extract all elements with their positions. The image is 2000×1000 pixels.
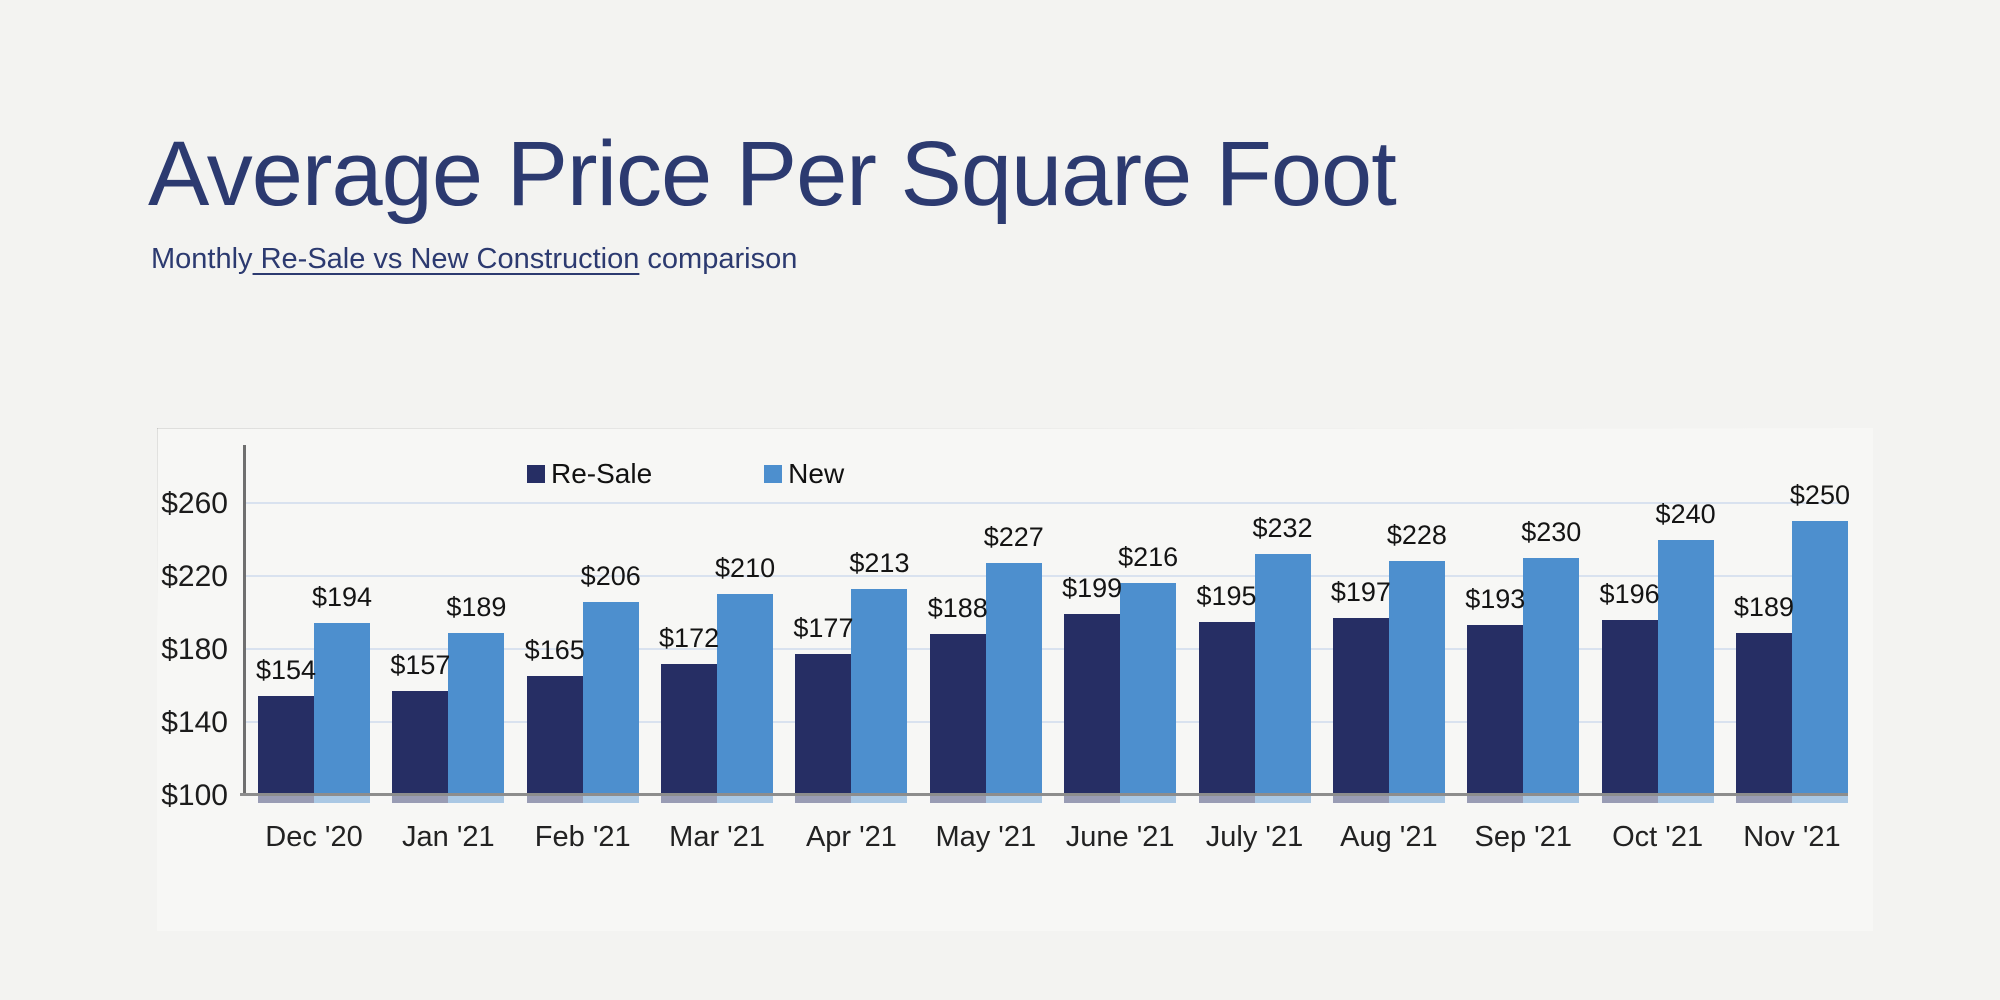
x-label-9: Sep '21 xyxy=(1474,821,1572,853)
x-label-5: May '21 xyxy=(935,821,1037,853)
bar-value-re-sale-11: $189 xyxy=(1733,591,1794,622)
x-axis-line xyxy=(240,793,1848,796)
bar-new-1 xyxy=(448,632,505,803)
bar-value-re-sale-0: $154 xyxy=(255,655,317,686)
legend-item-new: New xyxy=(764,458,844,490)
bar-re-sale-5 xyxy=(929,634,986,803)
bar-value-re-sale-9: $193 xyxy=(1465,584,1526,615)
bar-value-re-sale-3: $172 xyxy=(659,622,720,653)
bar-value-new-6: $216 xyxy=(1118,542,1179,573)
page-title: Average Price Per Square Foot xyxy=(148,123,1397,225)
bar-re-sale-3 xyxy=(661,663,718,803)
x-label-0: Dec '20 xyxy=(265,821,363,853)
bar-value-new-5: $227 xyxy=(983,522,1044,553)
y-tick-140: $140 xyxy=(161,706,228,739)
bar-value-re-sale-1: $157 xyxy=(390,649,451,680)
bar-re-sale-6 xyxy=(1064,614,1121,803)
page-subtitle: Monthly Re-Sale vs New Construction comp… xyxy=(151,243,797,276)
bar-re-sale-1 xyxy=(392,690,449,803)
y-tick-220: $220 xyxy=(161,560,228,593)
subtitle-suffix: comparison xyxy=(639,243,798,275)
bar-value-new-0: $194 xyxy=(311,582,373,613)
bar-value-new-4: $213 xyxy=(849,547,910,578)
x-label-7: July '21 xyxy=(1205,821,1304,853)
subtitle-prefix: Monthly xyxy=(151,243,253,275)
bar-new-3 xyxy=(717,594,774,803)
bar-re-sale-2 xyxy=(526,676,583,803)
subtitle-link[interactable]: Re-Sale vs New Construction xyxy=(252,243,640,275)
bar-re-sale-7 xyxy=(1198,621,1255,803)
y-tick-100: $100 xyxy=(161,779,228,812)
bar-new-7 xyxy=(1254,554,1311,803)
bar-value-new-7: $232 xyxy=(1252,513,1313,544)
bar-new-6 xyxy=(1120,583,1177,803)
y-tick-260: $260 xyxy=(161,487,228,520)
chart-legend: Re-Sale New xyxy=(527,458,844,490)
bar-value-re-sale-2: $165 xyxy=(524,635,585,666)
bar-new-4 xyxy=(851,588,908,803)
gridline-220 xyxy=(246,575,1848,577)
y-axis-line xyxy=(243,445,246,796)
bar-new-10 xyxy=(1657,539,1714,803)
x-label-6: June '21 xyxy=(1065,821,1175,853)
bar-value-new-10: $240 xyxy=(1655,498,1716,529)
bar-value-re-sale-8: $197 xyxy=(1330,576,1391,607)
bar-value-new-2: $206 xyxy=(580,560,641,591)
x-label-8: Aug '21 xyxy=(1340,821,1438,853)
gridline-140 xyxy=(246,721,1848,723)
x-label-4: Apr '21 xyxy=(805,821,897,853)
bar-re-sale-8 xyxy=(1332,617,1389,803)
baseline-fade-strip xyxy=(246,796,1848,804)
bar-value-new-11: $250 xyxy=(1789,480,1850,511)
legend-swatch-new-icon xyxy=(764,465,783,483)
bar-value-new-9: $230 xyxy=(1521,516,1582,547)
bar-re-sale-11 xyxy=(1735,632,1792,803)
legend-item-resale: Re-Sale xyxy=(527,458,652,490)
gridline-180 xyxy=(246,648,1848,650)
bar-re-sale-10 xyxy=(1601,619,1658,803)
bar-value-re-sale-6: $199 xyxy=(1062,573,1123,604)
x-label-1: Jan '21 xyxy=(402,821,495,853)
bar-value-new-1: $189 xyxy=(446,591,507,622)
card-top-edge xyxy=(157,428,1873,429)
bar-value-re-sale-4: $177 xyxy=(793,613,854,644)
legend-swatch-resale-icon xyxy=(527,465,545,483)
x-label-10: Oct '21 xyxy=(1612,821,1704,853)
x-label-11: Nov '21 xyxy=(1743,821,1841,853)
bar-new-5 xyxy=(985,563,1042,803)
x-label-2: Feb '21 xyxy=(534,821,631,853)
y-tick-180: $180 xyxy=(161,633,228,666)
bar-re-sale-4 xyxy=(795,654,852,803)
legend-label-resale: Re-Sale xyxy=(551,458,653,489)
bar-re-sale-9 xyxy=(1467,625,1524,803)
bar-new-2 xyxy=(582,601,639,803)
bar-value-re-sale-7: $195 xyxy=(1196,580,1257,611)
legend-label-new: New xyxy=(788,458,845,489)
bar-new-0 xyxy=(314,623,370,803)
bar-value-re-sale-5: $188 xyxy=(927,593,988,624)
card-left-edge xyxy=(157,428,158,630)
bar-value-new-3: $210 xyxy=(715,553,776,584)
bar-value-re-sale-10: $196 xyxy=(1599,578,1660,609)
bar-new-8 xyxy=(1388,561,1445,803)
gridline-260 xyxy=(246,502,1848,504)
bar-value-new-8: $228 xyxy=(1386,520,1447,551)
bar-new-9 xyxy=(1523,557,1580,803)
bar-re-sale-0 xyxy=(258,696,314,803)
bar-new-11 xyxy=(1791,521,1848,803)
x-label-3: Mar '21 xyxy=(669,821,765,853)
